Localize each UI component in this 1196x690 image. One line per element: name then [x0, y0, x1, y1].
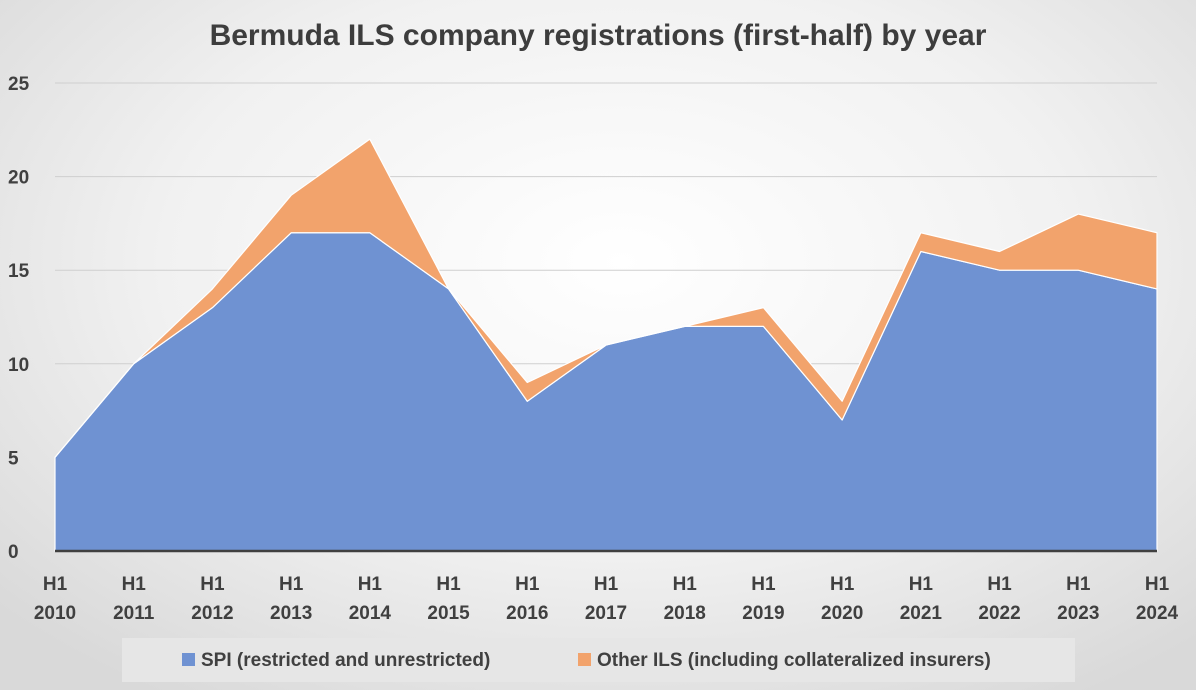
legend-label: SPI (restricted and unrestricted)	[201, 650, 490, 671]
x-tick-label: 2020	[821, 603, 863, 624]
x-tick-label: H1	[200, 574, 225, 595]
x-tick-label: H1	[594, 574, 619, 595]
y-tick-label: 10	[8, 355, 29, 376]
x-tick-label: 2012	[191, 603, 233, 624]
y-tick-label: 15	[8, 261, 30, 282]
x-tick-label: 2019	[742, 603, 784, 624]
x-tick-label: 2011	[113, 603, 155, 624]
x-tick-label: 2017	[585, 603, 627, 624]
x-tick-label: H1	[673, 574, 698, 595]
x-tick-label: H1	[1066, 574, 1091, 595]
x-tick-label: 2013	[270, 603, 312, 624]
x-tick-label: 2021	[900, 603, 943, 624]
x-tick-label: H1	[909, 574, 934, 595]
x-tick-label: 2016	[506, 603, 548, 624]
y-tick-label: 25	[8, 74, 30, 95]
y-axis: 0 5 10 15 20 25	[8, 74, 30, 563]
legend-swatch	[182, 653, 195, 666]
x-tick-label: 2018	[664, 603, 706, 624]
x-tick-label: H1	[1145, 574, 1170, 595]
legend-swatch	[578, 653, 591, 666]
x-tick-label: H1	[830, 574, 855, 595]
x-tick-label: H1	[279, 574, 304, 595]
legend-background	[122, 638, 1075, 682]
x-tick-label: 2023	[1057, 603, 1099, 624]
x-tick-label: H1	[436, 574, 461, 595]
x-tick-label: 2010	[34, 603, 76, 624]
x-tick-label: 2024	[1136, 603, 1179, 624]
x-tick-label: 2015	[427, 603, 470, 624]
y-tick-label: 20	[8, 168, 29, 189]
x-tick-label: H1	[43, 574, 68, 595]
x-tick-label: H1	[751, 574, 776, 595]
y-tick-label: 0	[8, 542, 19, 563]
chart-title: Bermuda ILS company registrations (first…	[210, 19, 987, 52]
x-tick-label: H1	[122, 574, 147, 595]
x-tick-label: H1	[358, 574, 383, 595]
y-tick-label: 5	[8, 448, 19, 469]
series-area-other-ils	[54, 138, 1158, 458]
x-tick-label: 2022	[978, 603, 1020, 624]
x-tick-label: H1	[515, 574, 540, 595]
legend-label: Other ILS (including collateralized insu…	[597, 650, 991, 671]
plot-area	[54, 138, 1158, 553]
x-tick-label: H1	[987, 574, 1012, 595]
x-axis: H1 2010 H1 2011 H1 2012 H1 2013 H1 2014 H1 2015 H1 20…	[34, 574, 1179, 624]
x-tick-label: 2014	[349, 603, 392, 624]
legend: SPI (restricted and unrestricted) Other I…	[122, 638, 1075, 682]
